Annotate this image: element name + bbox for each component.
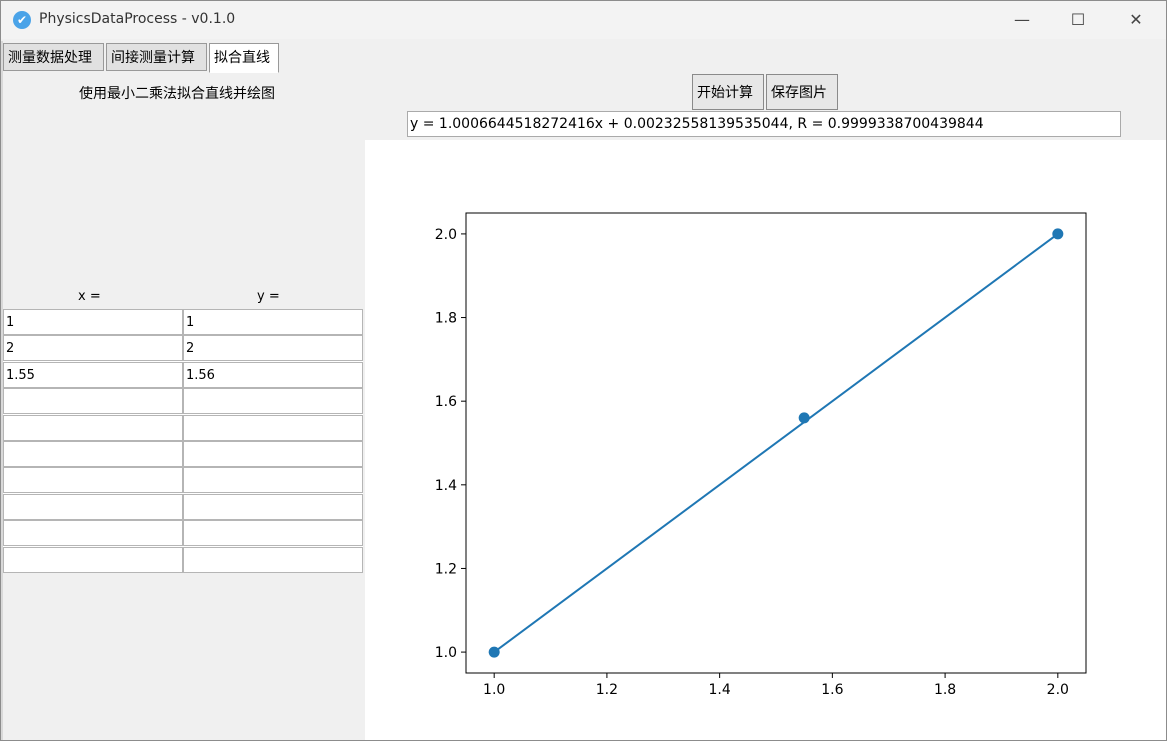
table-cell-x[interactable] [3,441,183,467]
data-table: 1 1 2 2 1.55 1.56 [3,309,363,573]
table-cell-y[interactable] [183,441,363,467]
compute-button[interactable]: 开始计算 [692,74,764,110]
table-cell-y[interactable]: 1 [183,309,363,335]
y-tick-label: 1.2 [435,561,457,577]
window-edge [1,41,3,740]
table-cell-x[interactable] [3,414,183,441]
x-tick-label: 1.8 [934,682,956,698]
y-tick-label: 1.6 [435,394,457,410]
y-tick-label: 2.0 [435,227,457,243]
table-cell-x[interactable]: 1.55 [3,361,183,388]
table-cell-y[interactable] [183,546,363,573]
y-tick-label: 1.0 [435,645,457,661]
table-cell-y[interactable] [183,493,363,520]
y-column-header: y = [257,289,280,304]
table-cell-x[interactable] [3,467,183,494]
x-column-header: x = [78,289,101,304]
x-tick-label: 1.6 [821,682,843,698]
data-point [798,412,810,424]
table-cell-y[interactable]: 2 [183,335,363,362]
data-point [488,646,500,658]
save-image-button[interactable]: 保存图片 [766,74,838,110]
table-cell-x[interactable] [3,546,183,573]
table-cell-y[interactable] [183,520,363,547]
minimize-icon[interactable]: — [1014,10,1030,29]
table-cell-y[interactable] [183,388,363,415]
panel-description: 使用最小二乘法拟合直线并绘图 [79,86,275,102]
table-cell-y[interactable] [183,467,363,494]
tab-measurement[interactable]: 测量数据处理 [3,43,104,71]
title-bar[interactable]: ✔ PhysicsDataProcess - v0.1.0 — ☐ ✕ [1,1,1166,39]
y-tick-label: 1.4 [435,478,457,494]
app-icon: ✔ [13,11,31,29]
table-cell-x[interactable]: 2 [3,335,183,362]
close-icon[interactable]: ✕ [1129,10,1143,29]
plot-panel: 1.0 1.2 1.4 1.6 1.8 2.0 1.0 1.2 1.4 1.6 1.8 2.0 [365,140,1166,740]
table-cell-x[interactable]: 1 [3,309,183,335]
x-tick-label: 1.2 [596,682,618,698]
table-cell-x[interactable] [3,493,183,520]
tab-indirect[interactable]: 间接测量计算 [106,43,207,71]
fit-line [493,233,1059,653]
table-cell-x[interactable] [3,520,183,547]
x-tick-label: 2.0 [1047,682,1069,698]
data-point [1052,228,1064,240]
tab-linear-fit[interactable]: 拟合直线 [209,43,279,73]
result-field[interactable]: y = 1.0006644518272416x + 0.002325581395… [407,111,1121,137]
x-tick-label: 1.4 [709,682,731,698]
axes-frame [465,212,1087,674]
table-cell-y[interactable]: 1.56 [183,361,363,388]
x-tick-label: 1.0 [483,682,505,698]
y-tick-label: 1.8 [435,311,457,327]
fit-chart: 1.0 1.2 1.4 1.6 1.8 2.0 1.0 1.2 1.4 1.6 1.8 2.0 [435,212,1087,698]
table-cell-x[interactable] [3,388,183,415]
table-cell-y[interactable] [183,414,363,441]
window-title: PhysicsDataProcess - v0.1.0 [39,11,236,27]
maximize-icon[interactable]: ☐ [1070,10,1086,29]
